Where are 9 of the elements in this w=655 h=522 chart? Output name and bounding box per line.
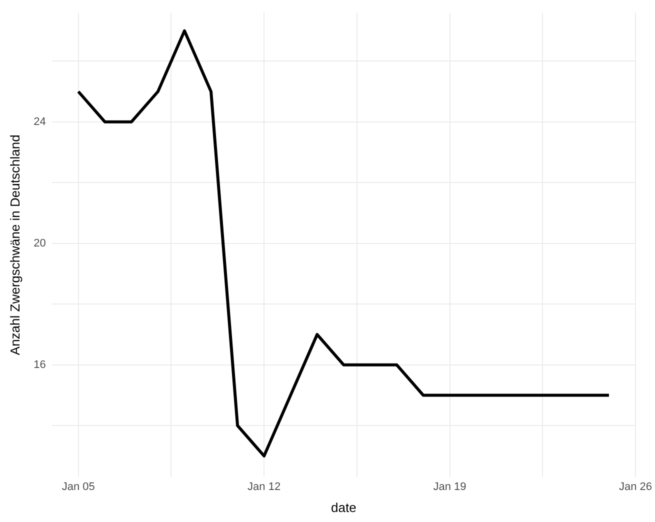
- y-tick-label: 20: [34, 237, 46, 250]
- x-tick-label: Jan 12: [248, 480, 281, 493]
- x-tick-label: Jan 26: [618, 480, 652, 493]
- y-tick-label: 24: [34, 116, 46, 128]
- x-tick-label: Jan 05: [62, 480, 95, 493]
- y-axis-title: Anzahl Zwergschwäne in Deutschland: [7, 134, 22, 356]
- x-axis-title: date: [331, 500, 356, 515]
- x-tick-label: Jan 19: [433, 480, 466, 493]
- y-tick-label: 16: [34, 358, 46, 371]
